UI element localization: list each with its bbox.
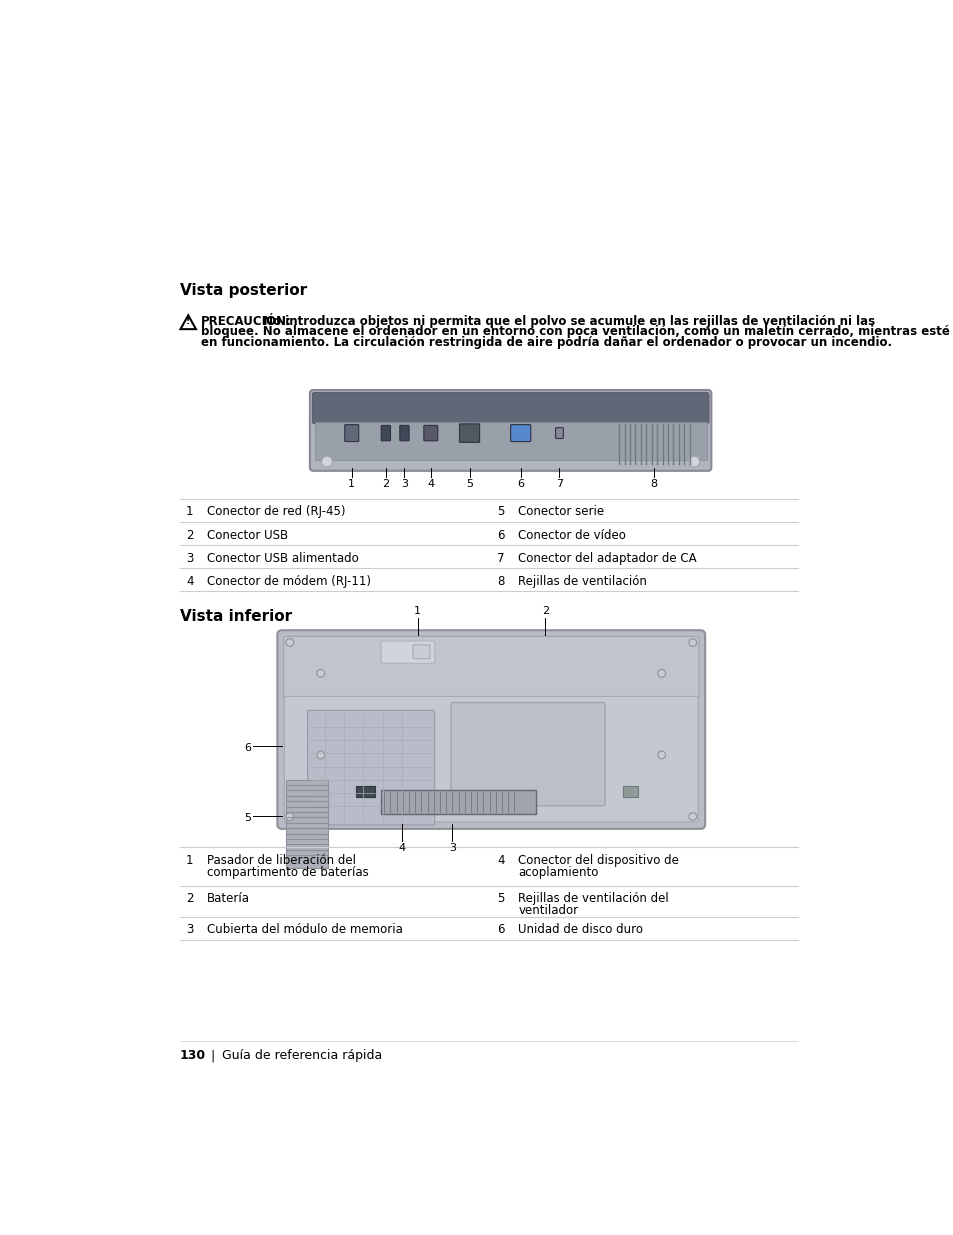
FancyBboxPatch shape <box>344 425 358 442</box>
Circle shape <box>286 813 294 820</box>
Text: Pasador de liberación del: Pasador de liberación del <box>207 853 355 867</box>
Text: 1: 1 <box>186 853 193 867</box>
Text: Unidad de disco duro: Unidad de disco duro <box>517 923 642 936</box>
Text: 2: 2 <box>186 529 193 542</box>
Text: 1: 1 <box>414 606 420 616</box>
Text: 3: 3 <box>449 842 456 852</box>
Bar <box>286 779 328 868</box>
FancyBboxPatch shape <box>413 645 430 658</box>
Circle shape <box>321 456 332 467</box>
Text: 8: 8 <box>650 478 657 489</box>
FancyBboxPatch shape <box>510 425 530 442</box>
Text: Conector USB: Conector USB <box>207 529 288 542</box>
Circle shape <box>658 669 665 677</box>
Circle shape <box>316 669 324 677</box>
Text: 7: 7 <box>556 478 562 489</box>
Text: 4: 4 <box>186 574 193 588</box>
Text: 4: 4 <box>497 853 504 867</box>
Text: en funcionamiento. La circulación restringida de aire podría dañar el ordenador : en funcionamiento. La circulación restri… <box>200 336 891 350</box>
Text: 4: 4 <box>427 478 434 489</box>
Text: 6: 6 <box>497 923 504 936</box>
Bar <box>381 789 536 814</box>
Text: acoplamiento: acoplamiento <box>517 866 598 879</box>
Text: Conector de red (RJ-45): Conector de red (RJ-45) <box>207 505 345 519</box>
Text: 2: 2 <box>541 606 549 616</box>
Text: 5: 5 <box>466 478 473 489</box>
Text: 130: 130 <box>179 1049 206 1062</box>
FancyBboxPatch shape <box>277 630 704 829</box>
Text: 5: 5 <box>244 813 251 823</box>
Circle shape <box>286 638 294 646</box>
Text: ventilador: ventilador <box>517 904 578 918</box>
Text: Conector de módem (RJ-11): Conector de módem (RJ-11) <box>207 574 371 588</box>
Text: Conector del adaptador de CA: Conector del adaptador de CA <box>517 552 697 564</box>
Text: Rejillas de ventilación del: Rejillas de ventilación del <box>517 892 668 905</box>
Circle shape <box>316 751 324 758</box>
Text: 5: 5 <box>497 892 504 905</box>
Circle shape <box>688 456 699 467</box>
Text: Conector serie: Conector serie <box>517 505 604 519</box>
Text: !: ! <box>186 317 190 326</box>
FancyBboxPatch shape <box>307 710 435 825</box>
Text: PRECAUCIÓN:: PRECAUCIÓN: <box>200 315 292 327</box>
FancyBboxPatch shape <box>399 425 409 441</box>
Circle shape <box>688 813 696 820</box>
Text: Batería: Batería <box>207 892 250 905</box>
Text: Conector USB alimentado: Conector USB alimentado <box>207 552 358 564</box>
Text: 3: 3 <box>400 478 408 489</box>
Text: bloquee. No almacene el ordenador en un entorno con poca ventilación, como un ma: bloquee. No almacene el ordenador en un … <box>200 325 948 338</box>
Text: Vista posterior: Vista posterior <box>179 283 307 298</box>
Text: Cubierta del módulo de memoria: Cubierta del módulo de memoria <box>207 923 402 936</box>
Text: 4: 4 <box>398 842 405 852</box>
Bar <box>355 785 375 797</box>
Text: 1: 1 <box>348 478 355 489</box>
FancyBboxPatch shape <box>423 425 437 441</box>
FancyBboxPatch shape <box>459 424 479 442</box>
Text: Conector de vídeo: Conector de vídeo <box>517 529 625 542</box>
Text: 2: 2 <box>382 478 389 489</box>
Text: 2: 2 <box>186 892 193 905</box>
Circle shape <box>688 638 696 646</box>
Bar <box>314 421 706 461</box>
Text: 6: 6 <box>517 478 523 489</box>
FancyBboxPatch shape <box>381 425 390 441</box>
Text: 3: 3 <box>186 923 193 936</box>
Text: 5: 5 <box>497 505 504 519</box>
Text: 7: 7 <box>497 552 504 564</box>
FancyBboxPatch shape <box>312 393 708 424</box>
FancyBboxPatch shape <box>381 641 435 663</box>
FancyBboxPatch shape <box>555 427 562 438</box>
Text: Rejillas de ventilación: Rejillas de ventilación <box>517 574 646 588</box>
Text: Guía de referencia rápida: Guía de referencia rápida <box>222 1049 382 1062</box>
Circle shape <box>658 751 665 758</box>
Text: 3: 3 <box>186 552 193 564</box>
Text: 6: 6 <box>497 529 504 542</box>
FancyBboxPatch shape <box>310 390 711 471</box>
Text: Conector del dispositivo de: Conector del dispositivo de <box>517 853 679 867</box>
Text: No introduzca objetos ni permita que el polvo se acumule en las rejillas de vent: No introduzca objetos ni permita que el … <box>258 315 874 327</box>
Bar <box>622 785 638 797</box>
FancyBboxPatch shape <box>284 697 698 823</box>
Text: Vista inferior: Vista inferior <box>179 609 292 624</box>
Text: 8: 8 <box>497 574 504 588</box>
Text: 6: 6 <box>244 743 251 753</box>
FancyBboxPatch shape <box>451 703 604 805</box>
Text: compartimento de baterías: compartimento de baterías <box>207 866 368 879</box>
Text: 1: 1 <box>186 505 193 519</box>
FancyBboxPatch shape <box>283 636 699 699</box>
Text: |: | <box>211 1049 214 1062</box>
